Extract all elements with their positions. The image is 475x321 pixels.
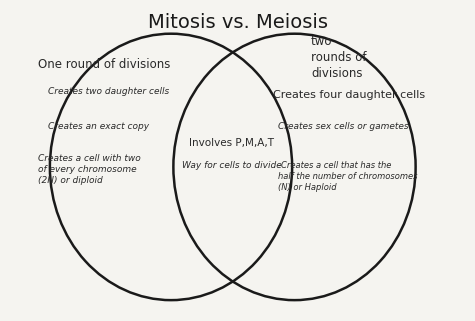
Text: -Creates a cell that has the
half the number of chromosomes
(N) or Haploid: -Creates a cell that has the half the nu… [278, 160, 418, 192]
Text: Creates an exact copy: Creates an exact copy [48, 122, 149, 131]
Text: two
rounds of
divisions: two rounds of divisions [311, 35, 367, 80]
Text: One round of divisions: One round of divisions [38, 58, 171, 71]
Text: Creates four daughter cells: Creates four daughter cells [273, 90, 425, 100]
Text: Creates sex cells or gametes: Creates sex cells or gametes [278, 122, 408, 131]
Text: Involves P,M,A,T: Involves P,M,A,T [190, 138, 274, 148]
Text: Way for cells to divide: Way for cells to divide [182, 161, 282, 170]
Text: Creates two daughter cells: Creates two daughter cells [48, 87, 169, 96]
Text: Creates a cell with two
of every chromosome
(2N) or diploid: Creates a cell with two of every chromos… [38, 154, 141, 185]
Text: Mitosis vs. Meiosis: Mitosis vs. Meiosis [148, 13, 327, 32]
